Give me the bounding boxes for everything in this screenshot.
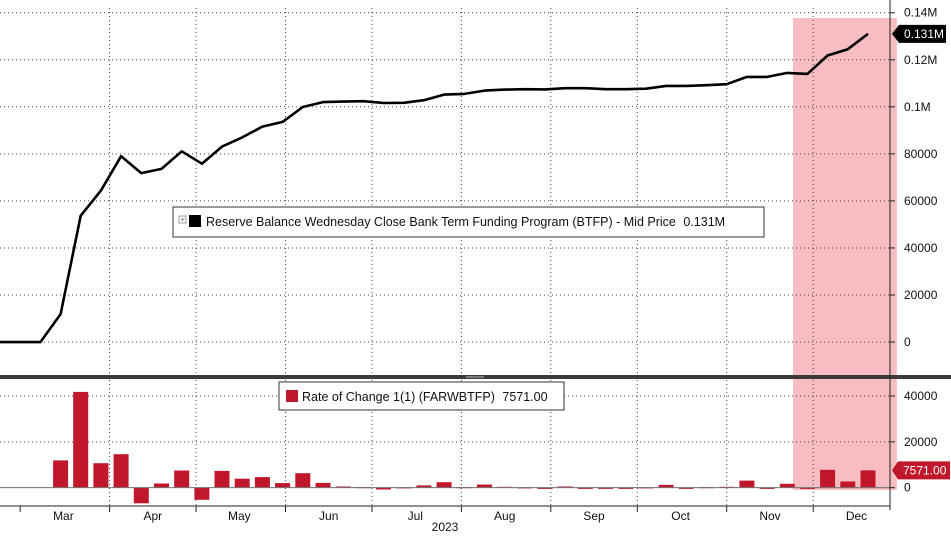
- upper-panel-grid: [0, 8, 890, 375]
- rate-of-change-bar: [557, 486, 573, 488]
- upper-legend-label-text: Reserve Balance Wednesday Close Bank Ter…: [206, 215, 676, 229]
- rate-of-change-bar: [779, 483, 795, 488]
- upper-y-tick-label: 20000: [904, 288, 938, 302]
- rate-of-change-bar: [416, 485, 432, 488]
- lower-y-tick-label: 0: [904, 481, 911, 495]
- lower-legend-value: 7571.00: [502, 390, 547, 404]
- lower-legend-swatch: [286, 390, 298, 402]
- rate-of-change-bar: [194, 487, 210, 500]
- upper-y-tick-label: 80000: [904, 147, 938, 161]
- upper-y-tick-label: 60000: [904, 194, 938, 208]
- rate-of-change-bar: [214, 470, 230, 488]
- rate-of-change-bar: [133, 487, 149, 504]
- x-tick-label: Aug: [494, 509, 515, 523]
- upper-legend-value: 0.131M: [683, 215, 725, 229]
- lower-legend-label-text: Rate of Change 1(1) (FARWBTFP): [302, 390, 495, 404]
- upper-y-tick-label: 0.12M: [904, 53, 937, 67]
- rate-of-change-bar: [739, 480, 755, 488]
- rate-of-change-bar: [820, 469, 836, 488]
- rate-of-change-bar: [295, 473, 311, 488]
- rate-of-change-bar: [376, 487, 391, 490]
- upper-y-tick-labels: 0.14M 0.12M 0.1M 80000 60000 40000 20000 0: [890, 6, 938, 349]
- rate-of-change-bar: [154, 483, 169, 488]
- rate-of-change-bar: [53, 460, 69, 488]
- lower-flag-text: 7571.00: [903, 463, 947, 477]
- rate-of-change-bar: [275, 483, 291, 488]
- year-label: 2023: [432, 520, 459, 534]
- upper-legend-box: [172, 206, 765, 238]
- x-tick-label: Oct: [671, 509, 690, 523]
- rate-of-change-bar: [335, 486, 351, 488]
- upper-flag-shape: [892, 24, 946, 43]
- x-tick-label: Dec: [846, 509, 867, 523]
- x-tick-label: Apr: [143, 509, 162, 523]
- upper-y-tick-label: 0: [904, 335, 911, 349]
- rate-of-change-bar: [254, 477, 270, 488]
- rate-of-change-bar: [315, 482, 331, 488]
- lower-legend-label: Rate of Change 1(1) (FARWBTFP) 7571.00: [302, 390, 548, 404]
- upper-legend-swatch: [189, 215, 201, 227]
- rate-of-change-bar: [174, 470, 190, 488]
- upper-legend[interactable]: Reserve Balance Wednesday Close Bank Ter…: [172, 206, 765, 238]
- rate-of-change-bars: [53, 391, 876, 504]
- upper-y-tick-label: 0.1M: [904, 100, 931, 114]
- rate-of-change-bar: [618, 487, 634, 489]
- rate-of-change-bar: [577, 487, 593, 489]
- rate-of-change-bar: [658, 484, 674, 488]
- lower-last-value-flag: 7571.00: [892, 461, 950, 480]
- upper-legend-label: Reserve Balance Wednesday Close Bank Ter…: [206, 215, 725, 229]
- highlight-region: [793, 18, 897, 490]
- upper-flag-text: 0.131M: [904, 27, 944, 41]
- rate-of-change-bar: [234, 478, 250, 488]
- btfp-price-line: [0, 32, 869, 344]
- rate-of-change-bar: [113, 454, 129, 488]
- rate-of-change-bar: [678, 487, 694, 489]
- rate-of-change-bar: [93, 463, 109, 488]
- upper-last-value-flag: 0.131M: [892, 24, 946, 43]
- lower-legend-box: [278, 381, 565, 411]
- lower-y-tick-label: 40000: [904, 389, 938, 403]
- x-tick-label: Mar: [53, 509, 74, 523]
- upper-y-tick-label: 0.14M: [904, 6, 937, 20]
- x-tick-label: Nov: [759, 509, 780, 523]
- x-tick-label: Sep: [583, 509, 605, 523]
- x-tick-labels: Mar Apr May Jun Jul Aug Sep Oct Nov Dec: [19, 506, 867, 523]
- x-tick-label: Jun: [319, 509, 338, 523]
- rate-of-change-bar: [73, 391, 89, 488]
- lower-y-tick-label: 20000: [904, 435, 938, 449]
- rate-of-change-bar: [477, 484, 492, 488]
- lower-legend[interactable]: Rate of Change 1(1) (FARWBTFP) 7571.00: [278, 381, 565, 411]
- lower-flag-shape: [892, 461, 950, 480]
- x-tick-label: Jul: [408, 509, 423, 523]
- x-tick-label: May: [228, 509, 251, 523]
- rate-of-change-bar: [537, 487, 553, 489]
- rate-of-change-bar: [799, 487, 815, 489]
- rate-of-change-bar: [759, 487, 775, 489]
- rate-of-change-bar: [436, 482, 452, 488]
- lower-y-tick-labels: 40000 20000 0: [890, 389, 938, 495]
- rate-of-change-bar: [840, 481, 856, 488]
- upper-y-tick-label: 40000: [904, 241, 938, 255]
- rate-of-change-bar: [598, 487, 614, 489]
- rate-of-change-bar: [860, 470, 876, 488]
